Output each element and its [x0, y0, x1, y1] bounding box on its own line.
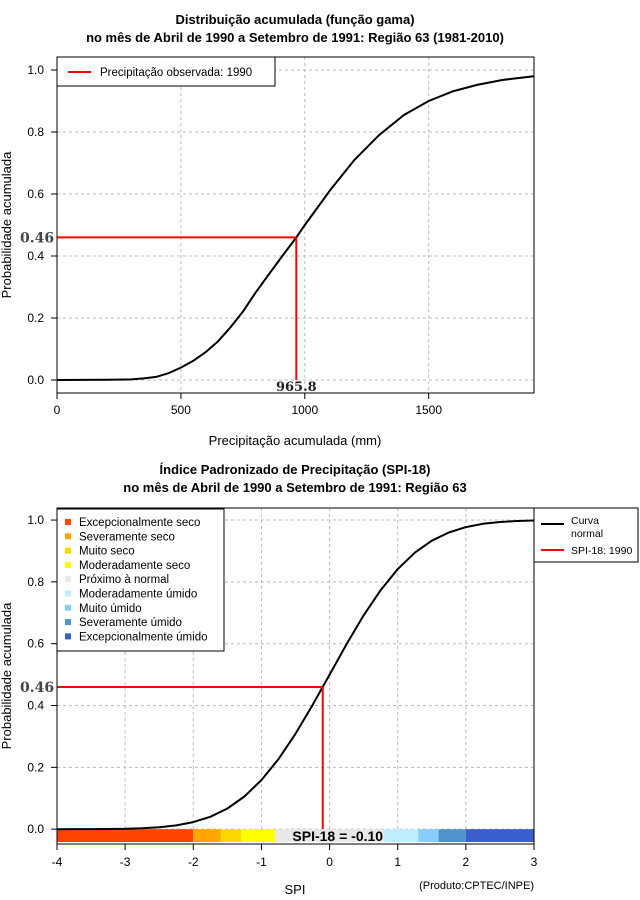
- color-bar-segment: [220, 829, 241, 842]
- observed-probability-label: 0.46: [20, 230, 54, 246]
- y-tick-label: 0.2: [27, 760, 44, 774]
- category-legend-label: Excepcionalmente seco: [79, 517, 200, 529]
- y-axis-label: Probabilidade acumulada: [0, 602, 14, 749]
- category-legend-swatch: [65, 533, 71, 540]
- category-legend-label: Muito seco: [79, 546, 135, 558]
- color-bar-segment: [438, 829, 466, 842]
- x-tick-label: 0: [54, 403, 61, 417]
- y-tick-label: 0.6: [27, 187, 44, 201]
- spi-value-label: SPI-18 = -0.10: [292, 828, 383, 844]
- x-tick-label: 500: [171, 403, 191, 417]
- category-legend-swatch: [65, 547, 71, 554]
- category-legend-label: Severamente seco: [79, 531, 175, 543]
- y-tick-label: 0.6: [27, 637, 44, 651]
- chart-title: Distribuição acumulada (função gama): [175, 12, 414, 27]
- y-tick-label: 1.0: [27, 513, 44, 527]
- plot-panel-2: Índice Padronizado de Precipitação (SPI-…: [0, 462, 639, 897]
- color-bar-segment: [240, 829, 276, 842]
- category-legend-label: Próximo à normal: [79, 574, 169, 586]
- x-tick-label: 2: [463, 855, 470, 869]
- chart-subtitle: no mês de Abril de 1990 a Setembro de 19…: [123, 480, 466, 495]
- color-bar-segment: [465, 829, 534, 842]
- category-legend-swatch: [65, 576, 71, 583]
- observed-value-label: 965.8: [276, 380, 317, 395]
- x-axis-label: Precipitação acumulada (mm): [209, 433, 382, 448]
- category-legend-label: Muito úmido: [79, 603, 142, 615]
- category-legend-swatch: [65, 561, 71, 568]
- category-legend-swatch: [65, 633, 71, 640]
- x-tick-label: 0: [326, 855, 333, 869]
- x-axis-label: SPI: [285, 882, 306, 897]
- y-tick-label: 0.4: [27, 249, 44, 263]
- x-tick-label: -1: [256, 855, 267, 869]
- side-legend-label: Curva: [571, 515, 599, 527]
- x-tick-label: -3: [120, 855, 131, 869]
- side-legend-box: [533, 507, 639, 563]
- credit-text: (Produto:CPTEC/INPE): [419, 880, 534, 892]
- y-tick-label: 0.8: [27, 125, 44, 139]
- y-tick-label: 1.0: [27, 63, 44, 77]
- category-legend-label: Moderadamente úmido: [79, 589, 197, 601]
- x-tick-label: -4: [52, 855, 63, 869]
- chart-title: Índice Padronizado de Precipitação (SPI-…: [160, 462, 431, 477]
- side-legend-label: SPI-18: 1990: [571, 545, 632, 557]
- x-tick-label: 1000: [291, 403, 318, 417]
- x-tick-label: 1500: [415, 403, 442, 417]
- plot-frame: [56, 507, 535, 845]
- category-legend-swatch: [65, 590, 71, 597]
- observed-probability-label: 0.46: [20, 680, 54, 696]
- category-legend-box: [56, 508, 225, 652]
- color-bar-segment: [275, 829, 385, 842]
- y-axis-label: Probabilidade acumulada: [0, 151, 14, 298]
- plot-frame: [56, 56, 535, 394]
- color-bar-segment: [384, 829, 419, 842]
- y-tick-label: 0.8: [27, 575, 44, 589]
- category-legend-label: Excepcionalmente úmido: [79, 631, 208, 643]
- side-legend-label: normal: [571, 528, 603, 540]
- x-tick-label: 3: [531, 855, 538, 869]
- color-bar-segment: [57, 829, 194, 842]
- category-legend-label: Severamente úmido: [79, 617, 182, 629]
- y-tick-label: 0.4: [27, 699, 44, 713]
- cdf-curve: [56, 519, 535, 831]
- cdf-curve: [56, 75, 535, 381]
- category-legend-swatch: [65, 619, 71, 626]
- category-legend-label: Moderadamente seco: [79, 560, 190, 572]
- legend-label: Precipitação observada: 1990: [100, 67, 252, 79]
- color-bar-segment: [418, 829, 439, 842]
- category-legend-swatch: [65, 519, 71, 525]
- category-legend-swatch: [65, 604, 71, 611]
- y-tick-label: 0.0: [27, 822, 44, 836]
- x-tick-label: -2: [188, 855, 199, 869]
- legend-box: [56, 56, 276, 87]
- color-bar-segment: [193, 829, 221, 842]
- x-tick-label: 1: [394, 855, 401, 869]
- y-tick-label: 0.0: [27, 373, 44, 387]
- chart-subtitle: no mês de Abril de 1990 a Setembro de 19…: [86, 30, 504, 45]
- plot-panel-1: Distribuição acumulada (função gama) no m…: [0, 12, 535, 448]
- y-tick-label: 0.2: [27, 311, 44, 325]
